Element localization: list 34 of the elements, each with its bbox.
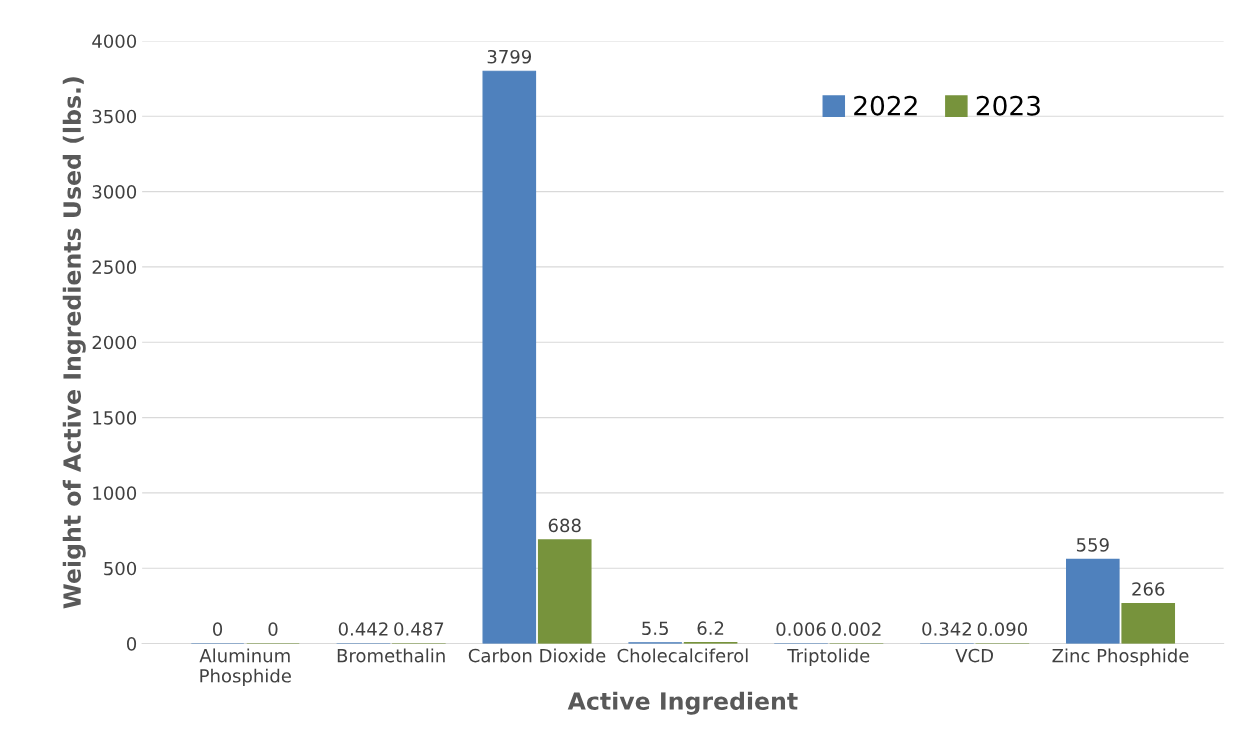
data-label: 6.2 [697, 621, 724, 635]
x-tick-label: Cholecalciferol [617, 648, 748, 663]
y-tick-label: 1500 [93, 411, 137, 425]
y-tick-label: 1000 [93, 486, 137, 501]
data-label: 0.006 [776, 622, 826, 636]
y-tick-label: 500 [104, 561, 137, 576]
legend-label: 2023 [976, 95, 1040, 116]
y-tick-label: 2000 [92, 335, 137, 350]
y-tick-label: 0 [126, 637, 137, 651]
x-tick-label: Bromethalin [337, 648, 445, 663]
x-tick-label: Aluminum Phosphide [199, 648, 291, 687]
x-tick-label: Zinc Phosphide [1052, 648, 1189, 666]
data-label: 0.002 [831, 622, 881, 636]
data-label: 0.342 [922, 622, 971, 636]
data-label: 559 [1076, 538, 1109, 552]
data-label: 0.442 [338, 622, 388, 636]
data-label: 5.5 [642, 621, 668, 636]
y-tick-label: 4000 [92, 34, 137, 49]
data-label: 688 [548, 518, 581, 533]
y-tick-label: 3500 [92, 109, 137, 124]
data-label: 0 [213, 622, 223, 636]
x-tick-label: Triptolide [787, 648, 870, 666]
y-tick-label: 2500 [92, 260, 137, 275]
y-axis-title: Weight of Active Ingredients Used (lbs.) [62, 77, 86, 609]
x-tick-label: Carbon Dioxide [468, 648, 606, 663]
data-label: 266 [1132, 582, 1165, 596]
y-tick-label: 3000 [92, 185, 137, 199]
data-label: 0.487 [394, 622, 444, 636]
x-tick-label: VCD [955, 648, 993, 663]
x-axis-title: Active Ingredient [567, 691, 798, 715]
data-label: 3799 [487, 49, 532, 64]
data-label: 0.090 [977, 622, 1027, 636]
legend-label: 2022 [854, 95, 917, 116]
data-label: 0 [268, 622, 278, 636]
